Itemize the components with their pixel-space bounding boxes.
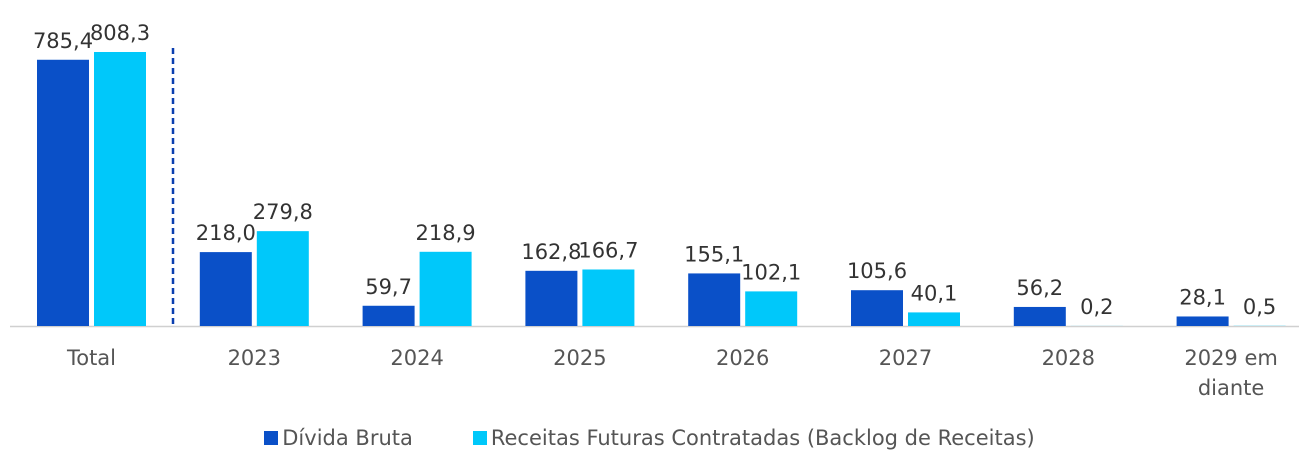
data-label: 56,2	[1016, 276, 1063, 300]
x-tick-label: 2023	[227, 346, 282, 370]
x-tick-label: Total	[66, 346, 117, 370]
data-label: 808,3	[90, 21, 150, 45]
legend-swatch	[264, 431, 279, 445]
data-label: 40,1	[911, 281, 958, 305]
bar	[1176, 316, 1229, 326]
data-label: 155,1	[684, 242, 744, 266]
data-label: 105,6	[847, 259, 907, 283]
legend: Dívida Bruta Receitas Futuras Contratadas…	[0, 426, 1299, 450]
legend-item: Dívida Bruta	[264, 426, 413, 450]
bar	[688, 273, 741, 326]
data-label: 162,8	[521, 240, 581, 264]
bar	[256, 231, 309, 326]
x-tick-label: 2029 em diante	[1184, 346, 1278, 400]
legend-label: Receitas Futuras Contratadas (Backlog de…	[490, 426, 1035, 450]
bar	[94, 52, 146, 326]
bar	[908, 312, 960, 326]
bar	[851, 290, 903, 326]
x-tick-label: 2024	[390, 346, 444, 370]
bar	[525, 270, 578, 326]
data-label: 166,7	[578, 238, 638, 262]
data-label: 28,1	[1179, 285, 1226, 309]
legend-label: Dívida Bruta	[282, 426, 413, 450]
data-label: 279,8	[253, 200, 313, 224]
bar	[362, 305, 415, 326]
x-tick-label: 2027	[878, 346, 933, 370]
legend-item: Receitas Futuras Contratadas (Backlog de…	[472, 426, 1035, 450]
bar	[745, 291, 798, 326]
bar	[199, 252, 252, 326]
legend-swatch	[472, 431, 487, 445]
x-tick-label: 2028	[1041, 346, 1096, 370]
data-label: 785,4	[33, 29, 93, 53]
data-label: 102,1	[741, 260, 801, 284]
bar	[37, 59, 89, 327]
bar	[582, 269, 635, 326]
data-label: 218,0	[196, 221, 256, 245]
bar	[1013, 306, 1066, 326]
x-tick-label: 2026	[715, 346, 770, 370]
data-label: 218,9	[416, 221, 476, 245]
x-tick-label: 2025	[553, 346, 607, 370]
data-label: 0,2	[1080, 295, 1113, 319]
bar	[419, 251, 472, 326]
data-label: 59,7	[365, 275, 412, 299]
data-label: 0,5	[1243, 295, 1276, 319]
